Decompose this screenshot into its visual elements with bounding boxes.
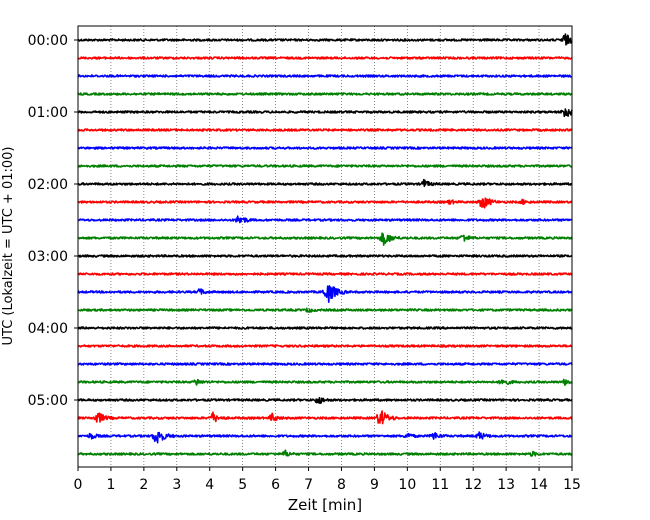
trace-02:15 xyxy=(77,197,573,209)
x-tick-label: 12 xyxy=(464,477,482,493)
trace-00:30 xyxy=(77,74,573,78)
plot-frame xyxy=(77,25,573,468)
x-tick-label: 15 xyxy=(563,477,581,493)
y-axis: 00:00 01:00 02:00 03:00 04:00 05:00 xyxy=(28,33,78,409)
x-tick-label: 0 xyxy=(74,477,83,493)
x-tick-label: 5 xyxy=(238,477,247,493)
y-tick-label: 02:00 xyxy=(28,177,68,193)
trace-04:00 xyxy=(77,326,573,330)
x-tick-label: 4 xyxy=(205,477,214,493)
trace-01:30 xyxy=(77,146,573,150)
x-tick-label: 2 xyxy=(139,477,148,493)
y-tick-label: 00:00 xyxy=(28,33,68,49)
trace-01:45 xyxy=(77,164,573,168)
x-tick-label: 9 xyxy=(370,477,379,493)
traces xyxy=(77,33,573,457)
x-tick-label: 7 xyxy=(304,477,313,493)
trace-00:45 xyxy=(77,92,573,96)
x-tick-label: 8 xyxy=(337,477,346,493)
trace-03:15 xyxy=(77,272,573,276)
x-tick-label: 14 xyxy=(530,477,548,493)
trace-00:00 xyxy=(77,33,573,46)
x-tick-label: 6 xyxy=(271,477,280,493)
trace-05:00 xyxy=(77,396,573,405)
trace-02:00 xyxy=(77,178,573,188)
trace-04:45 xyxy=(77,378,573,386)
trace-04:15 xyxy=(77,344,573,348)
x-tick-label: 11 xyxy=(431,477,449,493)
trace-03:45 xyxy=(77,307,573,313)
x-tick-label: 3 xyxy=(172,477,181,493)
trace-02:30 xyxy=(77,215,573,224)
x-tick-label: 13 xyxy=(497,477,515,493)
y-tick-label: 05:00 xyxy=(28,393,68,409)
trace-05:45 xyxy=(77,449,573,457)
trace-05:30 xyxy=(77,431,573,444)
trace-00:15 xyxy=(77,56,573,60)
trace-03:30 xyxy=(77,284,573,303)
x-tick-label: 10 xyxy=(398,477,416,493)
x-axis-label: Zeit [min] xyxy=(288,496,362,514)
x-axis: 0 1 2 3 4 5 6 7 8 9 10 11 12 13 14 15 xyxy=(74,467,581,493)
y-tick-label: 03:00 xyxy=(28,249,68,265)
trace-01:00 xyxy=(77,108,573,118)
trace-05:15 xyxy=(77,410,573,425)
y-axis-label: UTC (Lokalzeit = UTC + 01:00) xyxy=(1,147,16,346)
trace-04:30 xyxy=(77,362,573,366)
y-tick-label: 01:00 xyxy=(28,105,68,121)
trace-01:15 xyxy=(77,128,573,132)
trace-02:45 xyxy=(77,232,573,246)
trace-03:00 xyxy=(77,254,573,258)
y-tick-label: 04:00 xyxy=(28,321,68,337)
x-tick-label: 1 xyxy=(106,477,115,493)
